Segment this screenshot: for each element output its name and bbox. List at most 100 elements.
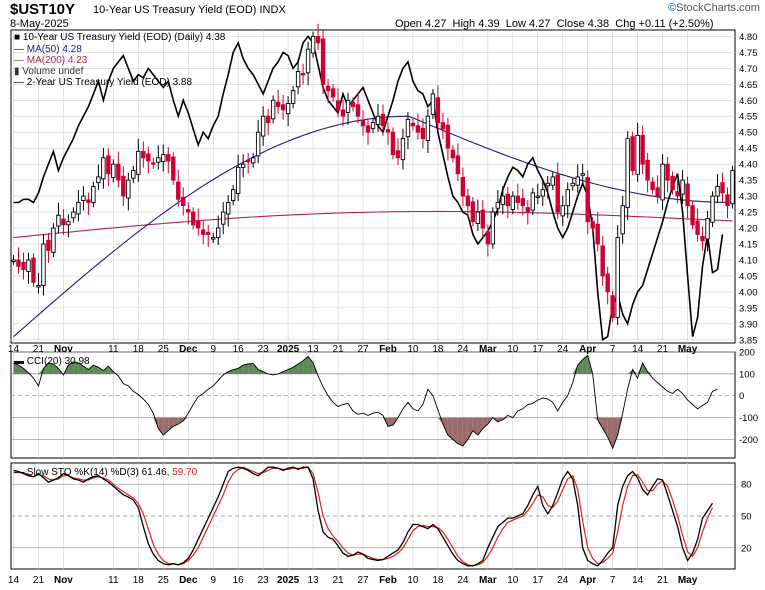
candle-body [126,179,131,199]
cci-tick-label: -100 [739,413,758,424]
candle-body [700,235,705,242]
candle-body [61,218,66,226]
candle-body [206,232,211,235]
legend-sto: — Slow STO %K(14) %D(3) 61.46, 59.70 [14,467,198,478]
candle-body [280,104,286,111]
high-label: High [452,18,476,30]
candle-body [216,227,221,239]
candle-body [510,195,516,210]
candle-body [435,97,441,124]
candle-body [345,99,351,113]
x-tick-label: 14 [8,344,20,355]
cci-tick-label: 200 [739,348,755,359]
price-tick-label: 4.00 [739,287,758,298]
x-tick-label: 25 [158,344,170,355]
price-tick-label: 4.70 [739,64,758,75]
candle-body [375,115,381,125]
x-tick-label: 23 [258,344,270,355]
x-tick-label: 24 [557,575,569,586]
chg-value: +0.11 (+2.50%) [638,18,714,30]
close-label: Close [556,18,585,30]
candle-body [96,176,101,184]
candle-body [695,220,700,235]
x-tick-label: 13 [308,575,320,586]
cci-overbought-fill [73,361,79,374]
candle-body [615,237,620,318]
candle-body [455,155,461,175]
candle-body [116,163,121,181]
cci-overbought-fill [258,369,264,374]
cci-overbought-fill [253,363,259,374]
candle-body [430,93,436,115]
candle-body [340,109,346,117]
candle-body [16,259,21,267]
candle-body [196,220,201,229]
cci-oversold-fill [437,417,443,425]
cci-oversold-fill [158,417,164,436]
cci-overbought-fill [13,362,19,374]
candle-body [560,205,565,217]
cci-overbought-fill [308,356,314,374]
cci-overbought-fill [238,365,244,374]
candle-body [625,138,630,209]
x-tick-label: 21 [33,575,45,586]
candle-body [260,115,266,137]
price-tick-label: 4.80 [739,32,758,43]
candle-body [76,202,81,215]
candle-body [181,196,186,207]
x-tick-label: 21 [332,344,344,355]
candle-body [475,211,481,224]
cci-overbought-fill [303,356,309,374]
candle-body [715,186,720,197]
candle-body [705,217,710,240]
cci-overbought-fill [582,355,588,374]
cci-overbought-fill [43,362,49,374]
candle-body [66,221,71,226]
x-tick-label: Dec [179,344,198,355]
legend-2y: — 2-Year US Treasury Yield (EOD) 3.88 [14,77,192,88]
x-tick-label: 27 [357,344,369,355]
cci-tick-label: -200 [739,435,758,446]
candle-body [490,211,496,245]
legend-ma50: — MA(50) 4.28 [14,44,82,55]
candle-body [640,134,645,165]
candle-body [480,209,486,229]
candle-body [505,193,511,207]
cci-overbought-fill [68,361,74,374]
cci-overbought-fill [233,368,239,374]
candle-body [670,175,675,191]
symbol-label: $UST10Y [10,1,76,18]
candle-body [370,122,376,129]
cci-overbought-fill [243,364,249,374]
cci-overbought-fill [632,369,638,374]
price-tick-label: 4.20 [739,224,758,235]
candle-body [270,99,276,120]
candle-body [565,189,570,207]
candle-body [410,122,416,127]
two-year-yield-line [13,35,724,342]
x-tick-label: 14 [632,344,644,355]
candle-body [161,154,166,163]
cci-overbought-fill [283,369,289,374]
candle-body [320,38,326,85]
candle-body [530,192,535,211]
x-tick-label: 7 [610,344,616,355]
candle-body [635,134,640,175]
brand-logo[interactable]: ©StockCharts.com [668,2,760,14]
stochastic-panel: 80 50 20 [11,466,752,567]
x-tick-label: 11 [108,575,119,586]
legend-cci: ▬ CCI(20) 30.98 [14,356,90,367]
candle-body [535,195,540,199]
candle-body [255,131,261,157]
candle-body [550,176,555,186]
candle-body [405,118,411,138]
close-value: 4.38 [587,18,610,30]
cci-overbought-fill [572,365,578,374]
candle-body [710,195,715,223]
candle-body [146,153,151,162]
ma200-path [13,210,733,239]
cci-overbought-fill [298,360,304,374]
panel-frame [10,29,736,344]
x-tick-label: 13 [308,344,320,355]
